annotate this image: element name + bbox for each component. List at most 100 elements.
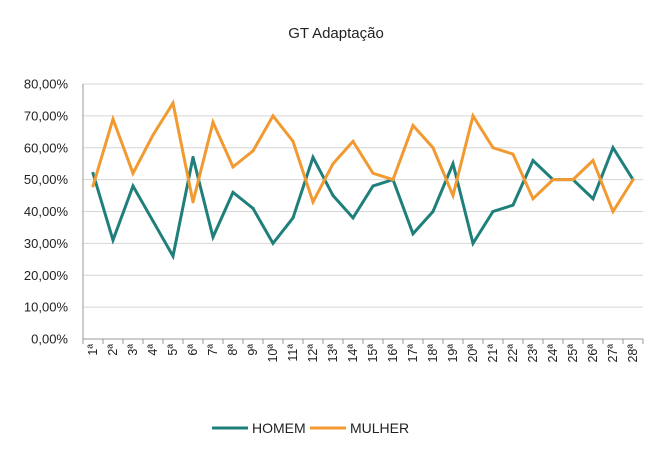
data-point-homem xyxy=(411,232,415,236)
data-point-homem xyxy=(431,210,435,213)
data-point-mulher xyxy=(531,197,535,201)
y-axis: 0,00% 10,00% 20,00% 30,00% 40,00% 50,00% 60,00… xyxy=(24,77,84,347)
data-point-mulher xyxy=(91,184,95,188)
x-tick-label: 10ª xyxy=(266,344,280,363)
x-tick-label: 19ª xyxy=(446,344,460,363)
y-tick-label: 40,00% xyxy=(24,204,69,219)
data-point-mulher xyxy=(391,178,395,182)
y-tick-label: 20,00% xyxy=(24,268,69,283)
x-tick-label: 5ª xyxy=(166,344,180,356)
y-tick-label: 50,00% xyxy=(24,172,69,187)
x-tick-label: 18ª xyxy=(426,344,440,363)
data-point-mulher xyxy=(411,123,415,127)
y-tick-label: 10,00% xyxy=(24,300,69,315)
data-point-homem xyxy=(131,184,135,188)
y-tick-label: 30,00% xyxy=(24,236,69,251)
x-tick-label: 15ª xyxy=(366,344,380,363)
x-tick-label: 11ª xyxy=(286,344,300,362)
x-tick-label: 27ª xyxy=(606,344,620,363)
data-point-mulher xyxy=(271,114,275,118)
x-tick-label: 1ª xyxy=(86,344,100,356)
data-point-mulher xyxy=(491,146,495,150)
data-point-mulher xyxy=(471,114,475,118)
data-point-mulher xyxy=(631,178,635,182)
data-point-homem xyxy=(511,203,515,207)
data-point-mulher xyxy=(171,101,175,105)
x-tick-label: 8ª xyxy=(226,344,240,356)
data-point-homem xyxy=(451,162,455,166)
data-point-mulher xyxy=(131,171,135,175)
x-tick-label: 17ª xyxy=(406,344,420,363)
data-point-mulher xyxy=(231,165,235,169)
y-tick-label: 0,00% xyxy=(31,332,68,347)
data-point-mulher xyxy=(371,171,375,175)
data-point-mulher xyxy=(211,120,215,124)
data-point-mulher xyxy=(111,117,115,121)
data-point-mulher xyxy=(191,200,195,204)
data-point-homem xyxy=(351,216,355,220)
x-tick-label: 7ª xyxy=(206,344,220,356)
y-tick-label: 80,00% xyxy=(24,77,69,92)
chart-title: GT Adaptação xyxy=(288,25,384,42)
legend-label-mulher: MULHER xyxy=(350,420,409,436)
data-point-homem xyxy=(291,216,295,220)
x-tick-label: 6ª xyxy=(186,344,200,356)
x-tick-label: 16ª xyxy=(386,344,400,363)
data-point-homem xyxy=(191,155,195,159)
data-point-homem xyxy=(171,254,175,258)
data-point-homem xyxy=(491,210,495,213)
x-tick-label: 28ª xyxy=(626,344,640,363)
data-point-mulher xyxy=(451,194,455,198)
data-point-homem xyxy=(591,197,595,201)
data-point-homem xyxy=(471,241,475,245)
x-tick-label: 24ª xyxy=(546,344,560,363)
data-point-homem xyxy=(331,194,335,198)
legend-label-homem: HOMEM xyxy=(252,420,306,436)
y-tick-label: 70,00% xyxy=(24,108,69,123)
data-point-mulher xyxy=(591,159,595,162)
data-point-homem xyxy=(111,238,115,242)
data-point-homem xyxy=(271,241,275,245)
legend: HOMEM MULHER xyxy=(212,420,409,436)
data-point-mulher xyxy=(251,149,255,153)
x-axis: 1ª 2ª 3ª 4ª 5ª 6ª 7ª 8ª 9ª 10ª 11ª 12ª 13ª 14ª 15ª 16ª 1… xyxy=(82,338,644,363)
data-point-homem xyxy=(251,206,255,210)
x-tick-label: 23ª xyxy=(526,344,540,363)
data-point-mulher xyxy=(511,152,515,156)
data-point-mulher xyxy=(151,133,155,137)
x-tick-label: 2ª xyxy=(106,344,120,356)
series-lines xyxy=(91,99,635,261)
data-point-homem xyxy=(231,190,235,194)
x-tick-label: 22ª xyxy=(506,344,520,363)
data-point-mulher xyxy=(311,200,315,204)
data-point-mulher xyxy=(431,146,435,150)
gridlines xyxy=(83,83,643,308)
x-tick-label: 20ª xyxy=(466,344,480,363)
data-point-mulher xyxy=(551,178,555,182)
data-point-homem xyxy=(151,219,155,223)
data-point-homem xyxy=(311,155,315,159)
data-point-mulher xyxy=(331,162,335,166)
series-line-homem xyxy=(91,144,635,261)
x-tick-label: 25ª xyxy=(566,344,580,363)
x-tick-label: 21ª xyxy=(486,344,500,363)
data-point-homem xyxy=(371,184,375,188)
data-point-mulher xyxy=(351,139,355,143)
x-tick-label: 14ª xyxy=(346,344,360,363)
data-point-mulher xyxy=(611,210,615,213)
x-tick-label: 13ª xyxy=(326,344,340,363)
data-point-mulher xyxy=(291,139,295,143)
series-line-mulher xyxy=(91,99,635,215)
data-point-mulher xyxy=(571,178,575,182)
data-point-homem xyxy=(531,159,535,162)
x-tick-label: 3ª xyxy=(126,344,140,356)
x-tick-label: 9ª xyxy=(246,344,260,356)
x-tick-label: 26ª xyxy=(586,344,600,363)
x-tick-label: 4ª xyxy=(146,344,160,356)
x-tick-label: 12ª xyxy=(306,344,320,363)
data-point-homem xyxy=(211,235,215,239)
data-point-homem xyxy=(611,146,615,150)
y-tick-label: 60,00% xyxy=(24,140,69,155)
